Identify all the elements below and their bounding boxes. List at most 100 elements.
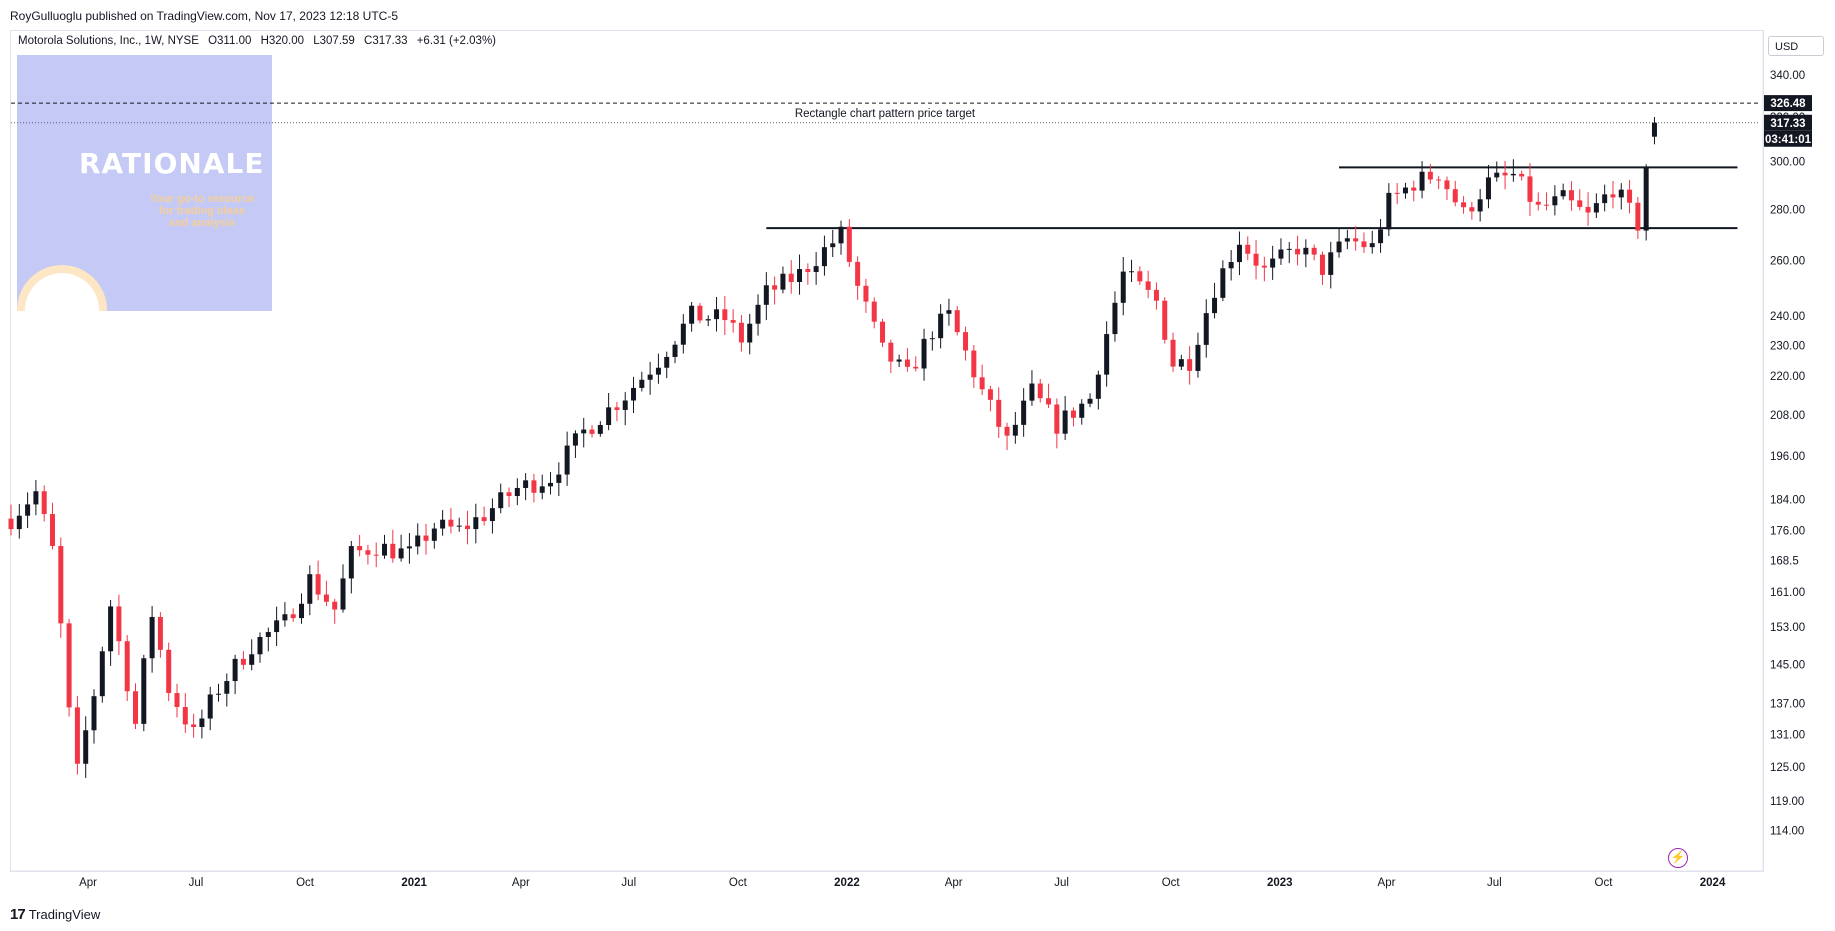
watermark-subtitle-line-2: for trading ideas [158, 205, 246, 217]
lightning-icon[interactable]: ⚡ [1668, 848, 1688, 868]
candle-body [1029, 383, 1035, 401]
candle-body [25, 504, 31, 516]
candle-body [274, 620, 280, 633]
candle-body [904, 359, 910, 367]
candle-body [1162, 300, 1168, 340]
candle-body [340, 578, 346, 610]
candle-body [1378, 229, 1384, 244]
candle-body [1021, 400, 1027, 425]
candle-body [240, 658, 246, 665]
candle-body [1568, 190, 1574, 201]
candle-body [1593, 203, 1599, 213]
watermark-title: RATIONALE [79, 147, 265, 180]
candle-body [216, 693, 222, 695]
candle-body [631, 387, 637, 401]
time-axis-tick: Oct [296, 877, 315, 889]
price-axis-tick: 125.00 [1770, 762, 1805, 774]
candle-body [1328, 252, 1334, 275]
candle-body [224, 681, 230, 694]
candle-body [282, 614, 288, 621]
price-axis-tick: 119.00 [1770, 796, 1804, 808]
candle-body [846, 226, 852, 262]
candle-body [913, 366, 919, 369]
candle-body [1502, 172, 1508, 176]
price-axis-tick: 184.00 [1770, 495, 1805, 507]
candle-body [1602, 194, 1608, 204]
candle-body [1178, 359, 1184, 367]
candle-body [1070, 410, 1076, 418]
time-axis-tick: Jul [621, 877, 636, 889]
price-axis-tick: 300.00 [1770, 157, 1805, 169]
candle-body [1012, 424, 1018, 436]
candle-body [41, 491, 47, 515]
candle-body [1278, 249, 1284, 259]
candle-body [1394, 192, 1400, 194]
candle-body [174, 693, 180, 708]
candle-body [506, 492, 512, 497]
candle-body [481, 517, 487, 522]
candle-body [1220, 268, 1226, 298]
time-axis-tick: Oct [729, 877, 748, 889]
candle-body [149, 616, 155, 659]
candle-body [249, 654, 255, 665]
candle-body [1585, 206, 1591, 213]
candle-body [697, 305, 703, 321]
candle-body [1552, 196, 1558, 206]
legend-low: L307.59 [313, 35, 355, 47]
candle-body [963, 332, 969, 351]
tradingview-logo-icon: 17 [10, 906, 26, 923]
target-annotation: Rectangle chart pattern price target [795, 108, 976, 120]
candle-body [108, 606, 114, 652]
last-price-label: 317.33 [1770, 118, 1805, 130]
candle-body [431, 528, 437, 541]
candle-body [1436, 179, 1442, 181]
candle-body [141, 658, 147, 724]
candle-body [1577, 200, 1583, 207]
candle-body [1187, 359, 1193, 371]
candle-body [714, 309, 720, 320]
candle-body [1386, 192, 1392, 230]
candle-body [1627, 189, 1633, 203]
price-axis-tick: 114.00 [1770, 826, 1804, 838]
candle-body [83, 730, 89, 764]
candle-body [1087, 398, 1093, 404]
price-axis-tick: 230.00 [1770, 340, 1805, 352]
candle-body [556, 474, 562, 483]
candle-body [473, 517, 479, 530]
currency-button[interactable]: USD [1768, 36, 1824, 56]
time-axis-tick: 2021 [401, 877, 427, 889]
candle-body [315, 574, 321, 595]
candle-body [207, 694, 213, 719]
target-price-label: 326.48 [1770, 98, 1806, 110]
price-axis-tick: 208.00 [1770, 410, 1805, 422]
candle-body [1485, 177, 1491, 200]
legend-symbol: Motorola Solutions, Inc., 1W, NYSE [18, 35, 199, 47]
time-axis-tick: Jul [189, 877, 204, 889]
candle-body [1560, 190, 1566, 197]
candle-body [921, 338, 927, 369]
candle-body [772, 285, 778, 290]
candle-body [523, 480, 529, 488]
candle-body [1153, 289, 1159, 301]
price-axis-tick: 145.00 [1770, 659, 1805, 671]
candle-body [622, 400, 628, 410]
legend-change: +6.31 (+2.03%) [416, 35, 496, 47]
candle-body [987, 389, 993, 400]
candle-body [979, 377, 985, 390]
footer: 17 TradingView [10, 906, 100, 923]
candle-body [456, 525, 462, 527]
candle-body [1286, 248, 1292, 250]
candle-body [373, 554, 379, 556]
candle-body [1444, 180, 1450, 190]
candle-body [614, 407, 620, 410]
candle-body [1477, 199, 1483, 212]
candle-body [1336, 241, 1342, 253]
rationale-watermark: RATIONALE Your go-to resource for tradin… [17, 55, 272, 311]
candle-body [498, 492, 504, 509]
candle-body [1494, 172, 1500, 178]
candle-body [1295, 248, 1301, 255]
price-axis-tick: 220.00 [1770, 371, 1805, 383]
candle-body [1643, 167, 1649, 231]
candle-body [382, 543, 388, 556]
